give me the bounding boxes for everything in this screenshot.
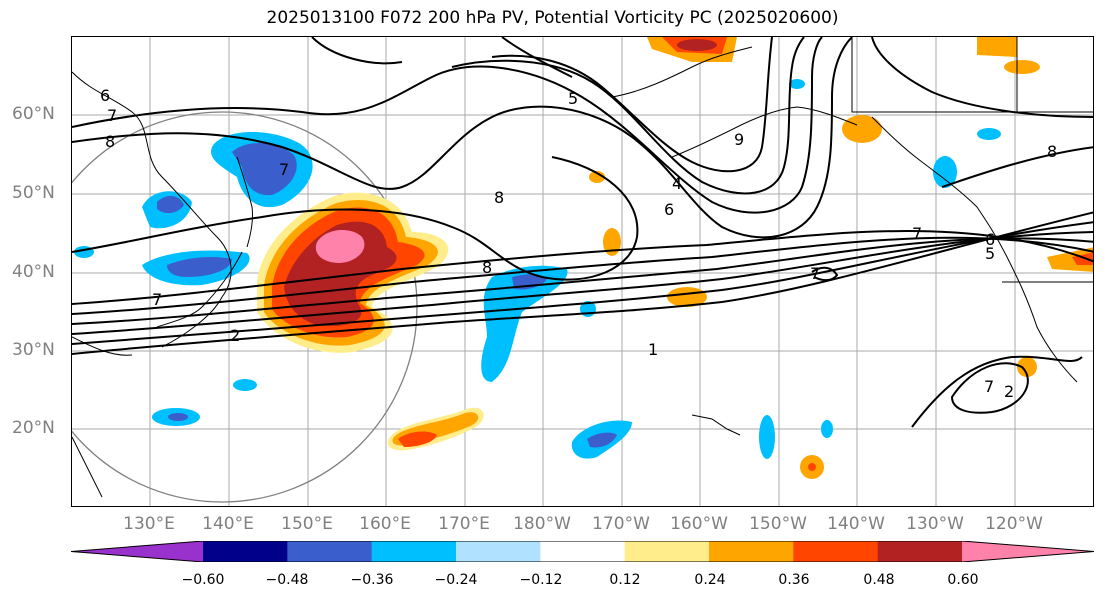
map-svg: 6 7 8 8 7 2 8 5 4 6 7 8 9 7 6 5 1 7 7 2 bbox=[72, 37, 1093, 506]
lon-label: 120°W bbox=[985, 514, 1043, 534]
colorbar-tick: 0.12 bbox=[609, 572, 641, 588]
colorbar-segment bbox=[456, 541, 541, 562]
contour-label: 2 bbox=[230, 326, 240, 345]
colorbar-segment bbox=[371, 541, 457, 562]
lon-label: 170°E bbox=[438, 514, 490, 534]
lon-label: 150°E bbox=[281, 514, 333, 534]
colorbar-tick: −0.48 bbox=[265, 572, 309, 588]
colorbar-tick: −0.60 bbox=[181, 572, 225, 588]
contour-label: 8 bbox=[482, 258, 492, 277]
contour-label: 7 bbox=[810, 264, 820, 283]
lon-label: 180°W bbox=[513, 514, 571, 534]
colorbar-tick: −0.12 bbox=[519, 572, 563, 588]
contour-label: 7 bbox=[107, 106, 117, 125]
lon-label: 130°E bbox=[123, 514, 175, 534]
colorbar-tick: 0.48 bbox=[863, 572, 895, 588]
colorbar-segment bbox=[793, 541, 879, 562]
colorbar-tick: 0.36 bbox=[778, 572, 810, 588]
contour-label: 9 bbox=[734, 130, 744, 149]
colorbar-tick: 0.24 bbox=[694, 572, 726, 588]
contour-label: 8 bbox=[494, 188, 504, 207]
contour-label: 7 bbox=[984, 377, 994, 396]
graticule bbox=[72, 37, 1093, 506]
contour-label: 7 bbox=[912, 224, 922, 243]
contour-label: 4 bbox=[672, 174, 682, 193]
lat-label: 30°N bbox=[12, 340, 55, 360]
chart-title: 2025013100 F072 200 hPa PV, Potential Vo… bbox=[266, 8, 839, 28]
colorbar-extend-min bbox=[71, 541, 203, 562]
lat-label: 20°N bbox=[12, 418, 55, 438]
colorbar-segments bbox=[71, 541, 1094, 562]
contour-label: 5 bbox=[985, 244, 995, 263]
contour-label: 8 bbox=[1047, 142, 1057, 161]
map-plot-area: 6 7 8 8 7 2 8 5 4 6 7 8 9 7 6 5 1 7 7 2 bbox=[71, 36, 1094, 507]
colorbar-segment bbox=[540, 541, 626, 562]
lat-label: 60°N bbox=[12, 104, 55, 124]
contour-label: 7 bbox=[279, 160, 289, 179]
contour-label: 6 bbox=[664, 200, 674, 219]
lat-label: 50°N bbox=[12, 183, 55, 203]
pv-contours bbox=[72, 37, 1093, 428]
colorbar-segment bbox=[203, 541, 288, 562]
contour-label: 8 bbox=[105, 132, 115, 151]
contour-label: 7 bbox=[152, 290, 162, 309]
contour-label: 5 bbox=[568, 89, 578, 108]
lon-label: 160°W bbox=[670, 514, 728, 534]
contour-label-group: 6 7 8 8 7 2 8 5 4 6 7 8 9 7 6 5 1 7 7 2 bbox=[100, 86, 1057, 401]
lon-label: 140°W bbox=[827, 514, 885, 534]
colorbar-segment bbox=[709, 541, 794, 562]
contour-label: 2 bbox=[1004, 382, 1014, 401]
contour-label: 6 bbox=[100, 86, 110, 105]
colorbar-tick: −0.36 bbox=[350, 572, 394, 588]
contour-label: 1 bbox=[648, 340, 658, 359]
lon-label: 160°E bbox=[359, 514, 411, 534]
colorbar-segment bbox=[287, 541, 373, 562]
colorbar-tick: −0.24 bbox=[434, 572, 478, 588]
colorbar-tick: 0.60 bbox=[947, 572, 979, 588]
lat-label: 40°N bbox=[12, 262, 55, 282]
colorbar-segment bbox=[624, 541, 710, 562]
colorbar-segment bbox=[877, 541, 963, 562]
colorbar bbox=[71, 541, 1094, 562]
contour-label: 6 bbox=[985, 230, 995, 249]
colorbar-extend-max bbox=[962, 541, 1094, 562]
lon-label: 170°W bbox=[592, 514, 650, 534]
lon-label: 150°W bbox=[749, 514, 807, 534]
lon-label: 130°W bbox=[906, 514, 964, 534]
lon-label: 140°E bbox=[202, 514, 254, 534]
